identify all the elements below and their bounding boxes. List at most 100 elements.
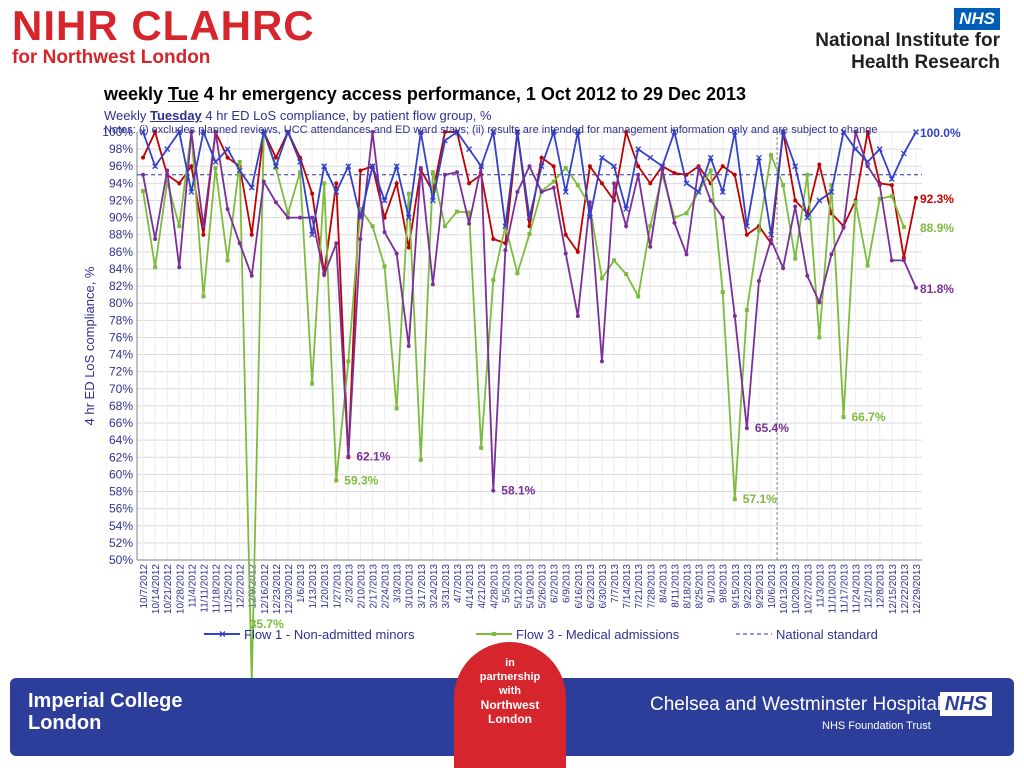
data-point: [732, 497, 737, 502]
data-point: [213, 165, 218, 170]
partnership-line: partnership: [479, 671, 541, 683]
x-tick-label: 2/24/2013: [381, 564, 392, 609]
data-point: [586, 214, 593, 221]
data-point: [587, 164, 592, 169]
x-tick-label: 5/26/2013: [538, 564, 549, 609]
data-point: [189, 164, 194, 169]
data-point: [491, 488, 496, 493]
data-point: [624, 130, 629, 134]
data-point: [551, 179, 556, 184]
data-point: [853, 200, 858, 205]
data-point: [309, 231, 316, 238]
x-tick-label: 2/10/2013: [356, 564, 367, 609]
data-point: [781, 183, 786, 188]
x-tick-label: 7/14/2013: [622, 564, 633, 609]
data-point: [188, 188, 195, 195]
x-tick-label: 11/18/2012: [212, 564, 223, 614]
data-point: [249, 273, 254, 278]
data-label: 35.7%: [250, 617, 284, 631]
series-end-label: 88.9%: [920, 221, 954, 235]
x-tick-label: 10/27/2013: [803, 564, 814, 614]
data-point: [455, 209, 460, 214]
data-point: [248, 184, 255, 191]
data-point: [636, 164, 641, 169]
x-tick-label: 8/25/2013: [695, 564, 706, 609]
x-tick-label: 5/19/2013: [526, 564, 537, 609]
data-point: [381, 197, 388, 204]
data-point: [672, 215, 677, 220]
data-point: [744, 426, 749, 431]
y-tick-label: 86%: [109, 245, 133, 259]
data-point: [527, 164, 532, 169]
data-point: [273, 200, 278, 205]
data-point: [671, 129, 678, 135]
x-tick-label: 3/17/2013: [417, 564, 428, 609]
x-tick-label: 3/3/2013: [393, 564, 404, 603]
data-point: [164, 146, 171, 153]
data-point: [876, 146, 883, 153]
y-tick-label: 70%: [109, 382, 133, 396]
data-point: [297, 159, 303, 165]
data-point: [467, 221, 472, 226]
x-tick-label: 9/29/2013: [755, 564, 766, 609]
legend-label: Flow 3 - Medical admissions: [516, 627, 680, 642]
x-tick-label: 4/14/2013: [465, 564, 476, 609]
data-point: [913, 129, 919, 135]
data-point: [285, 215, 290, 220]
data-point: [817, 162, 822, 167]
partnership-line: London: [488, 712, 532, 726]
x-tick-label: 8/11/2013: [670, 564, 681, 608]
data-label: 58.1%: [501, 484, 535, 498]
data-point: [153, 237, 158, 241]
data-point: [769, 237, 774, 242]
y-tick-label: 96%: [109, 159, 133, 173]
data-point: [913, 195, 918, 200]
data-point: [201, 232, 206, 237]
data-point: [744, 232, 749, 237]
x-tick-label: 7/28/2013: [646, 564, 657, 609]
imperial-college-logo: Imperial College London: [28, 690, 183, 734]
data-point: [442, 224, 447, 229]
data-point: [442, 137, 448, 144]
data-point: [515, 189, 520, 194]
data-point: [756, 278, 761, 283]
data-point: [490, 129, 497, 135]
x-tick-label: 12/15/2013: [888, 564, 899, 614]
data-point: [900, 150, 907, 157]
y-tick-label: 84%: [109, 262, 133, 276]
data-point: [358, 207, 363, 212]
x-tick-label: 10/28/2012: [175, 564, 186, 614]
x-tick-label: 11/17/2013: [840, 564, 851, 614]
data-point: [455, 170, 460, 175]
chart-subtitle: Weekly Tuesday 4 hr ED LoS compliance, b…: [104, 108, 492, 123]
data-point: [648, 224, 653, 229]
data-point: [406, 344, 411, 348]
data-point: [467, 210, 472, 215]
data-point: [889, 194, 894, 199]
data-point: [865, 263, 870, 268]
data-point: [889, 183, 894, 188]
data-point: [731, 129, 738, 135]
data-point: [660, 167, 665, 172]
y-tick-label: 98%: [109, 142, 133, 156]
data-point: [816, 197, 823, 204]
data-point: [177, 224, 182, 229]
x-tick-label: 3/24/2013: [429, 564, 440, 609]
data-point: [358, 168, 363, 173]
x-tick-label: 12/1/2013: [864, 564, 875, 609]
data-point: [612, 258, 617, 263]
y-tick-label: 72%: [109, 365, 133, 379]
x-tick-label: 10/21/2012: [163, 564, 174, 614]
data-point: [599, 181, 604, 186]
data-point: [563, 165, 568, 170]
data-point: [406, 191, 411, 196]
x-tick-label: 11/24/2013: [852, 564, 863, 614]
data-point: [212, 159, 219, 165]
y-tick-label: 60%: [109, 467, 133, 481]
chart-title: weekly Tue 4 hr emergency access perform…: [104, 84, 746, 105]
data-point: [792, 163, 799, 170]
data-point: [817, 300, 822, 305]
data-point: [515, 271, 520, 276]
data-label: 66.7%: [852, 410, 886, 424]
x-tick-label: 7/21/2013: [634, 564, 645, 609]
